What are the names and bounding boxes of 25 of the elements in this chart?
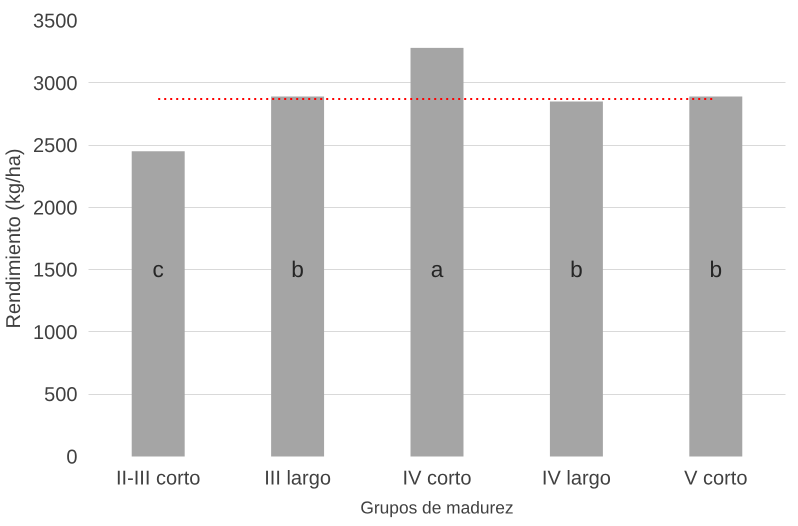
annotation: b [710, 256, 722, 282]
y-tick-label: 1500 [33, 260, 78, 282]
x-tick-label: IV largo [542, 468, 611, 490]
annotation: c [152, 256, 164, 282]
x-tick-label: II-III corto [116, 468, 200, 490]
x-tick-label: IV corto [402, 468, 472, 490]
x-tick-label: III largo [264, 468, 331, 490]
y-tick-label: 2000 [33, 197, 78, 220]
annotation: b [291, 256, 304, 282]
y-axis-title: Rendimiento (kg/ha) [3, 148, 26, 329]
x-tick-label: V corto [684, 468, 748, 490]
y-tick-label: 3500 [33, 10, 78, 32]
y-tick-label: 500 [44, 384, 78, 406]
bar [689, 96, 742, 456]
y-tick-label: 1000 [33, 322, 78, 344]
annotation: a [430, 256, 444, 282]
y-tick-label: 2500 [33, 135, 78, 158]
bar [271, 96, 324, 456]
bar [410, 48, 464, 456]
bar [132, 151, 185, 456]
x-axis-title: Grupos de madurez [360, 498, 514, 518]
y-tick-label: 0 [66, 446, 78, 468]
y-tick-label: 3000 [33, 72, 78, 95]
annotation: b [570, 256, 583, 282]
bar [550, 101, 603, 456]
